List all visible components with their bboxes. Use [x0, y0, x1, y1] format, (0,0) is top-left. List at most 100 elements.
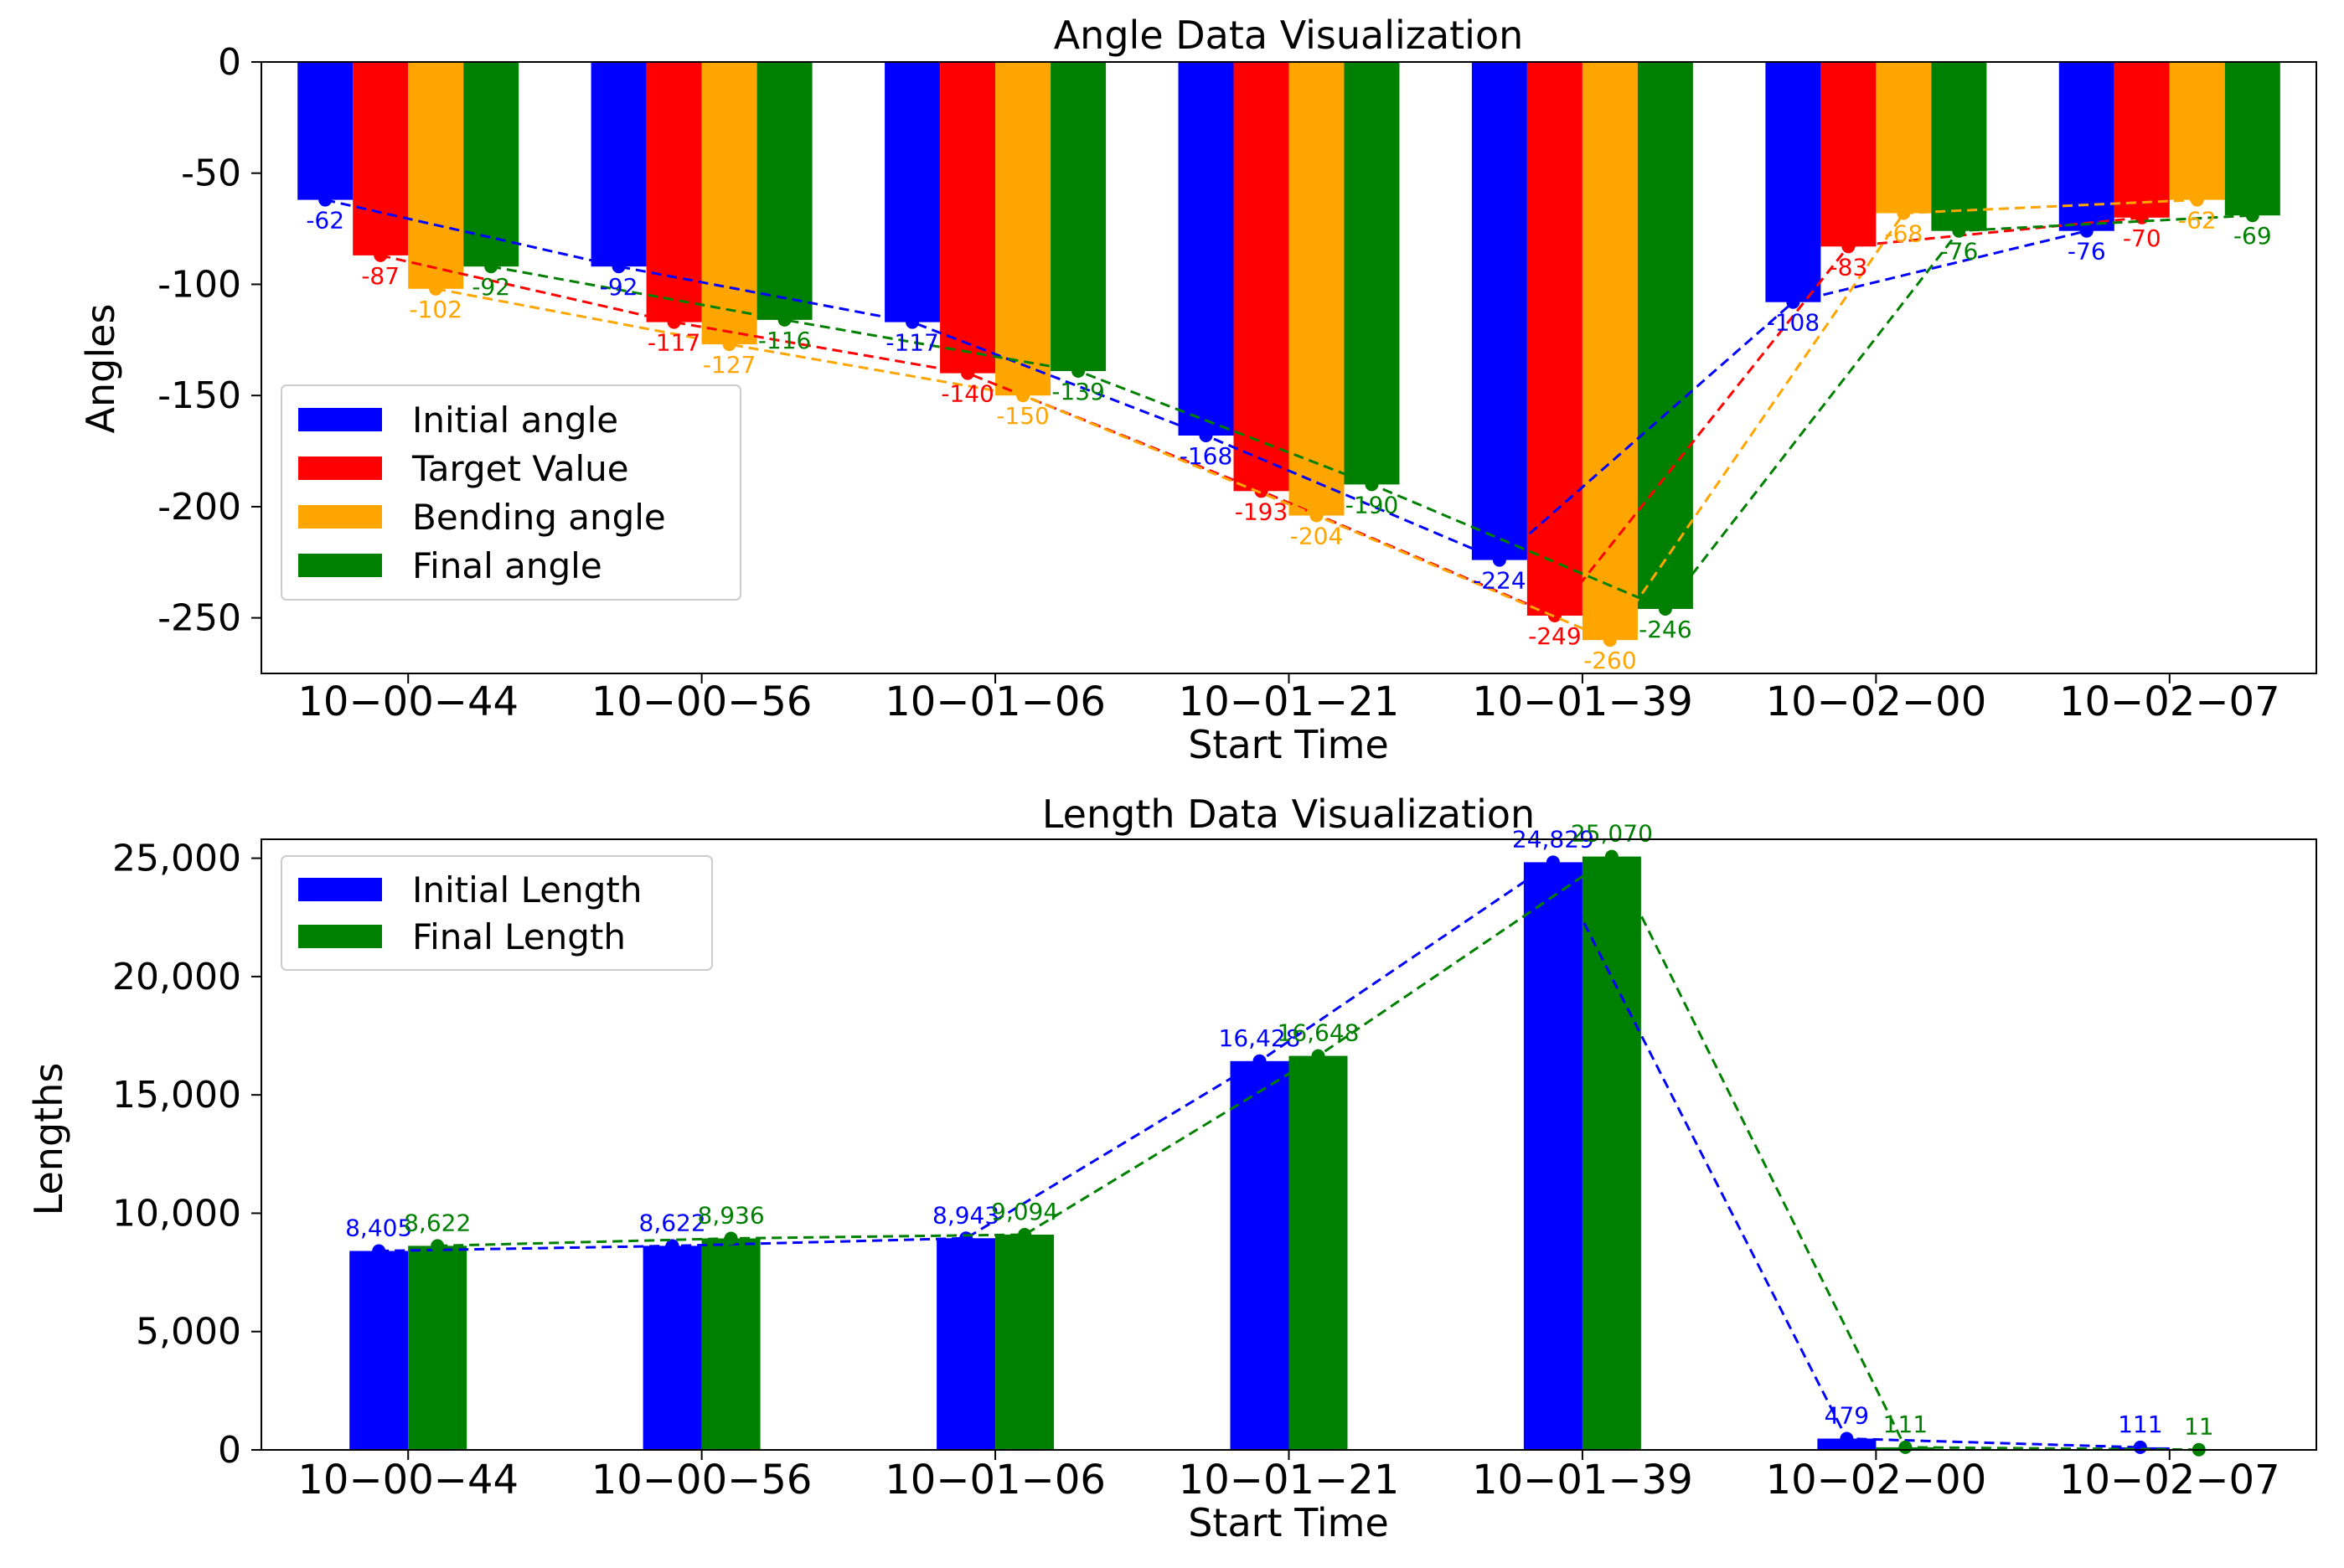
angle-marker-bending-angle-6	[2190, 193, 2204, 207]
length-bar-initial-length-1	[643, 1246, 702, 1450]
angle-marker-initial-angle-3	[1199, 429, 1213, 442]
angle-marker-final-angle-1	[777, 312, 792, 327]
length-data-label-final-length-6: 11	[2184, 1413, 2214, 1441]
angle-data-label-target-value-3: -193	[1235, 498, 1288, 525]
length-xtick-label-0: 10−00−44	[297, 1457, 519, 1504]
angle-bar-initial-angle-2	[885, 62, 941, 322]
angle-data-label-final-angle-4: -246	[1639, 616, 1692, 643]
angle-bar-target-value-3	[1233, 62, 1289, 492]
length-marker-final-length-3	[1311, 1049, 1325, 1063]
length-marker-initial-length-3	[1252, 1054, 1267, 1068]
angle-data-label-final-angle-2: -139	[1051, 378, 1105, 405]
angle-data-label-initial-angle-6: -76	[2068, 238, 2106, 266]
length-ytick-label-5: 25,000	[112, 838, 241, 880]
length-bar-final-length-4	[1582, 856, 1641, 1450]
angle-legend-label-1: Target Value	[411, 448, 629, 489]
angle-data-label-final-angle-5: -76	[1940, 238, 1979, 266]
length-ytick-label-3: 15,000	[112, 1074, 241, 1117]
angle-bar-bending-angle-5	[1876, 62, 1932, 214]
length-marker-final-length-4	[1604, 849, 1619, 864]
length-bar-final-length-0	[408, 1246, 467, 1450]
angle-legend-label-0: Initial angle	[412, 400, 618, 441]
angle-bar-final-angle-2	[1051, 62, 1107, 371]
angle-bar-target-value-1	[646, 62, 702, 322]
angle-marker-bending-angle-2	[1016, 389, 1030, 403]
angle-marker-bending-angle-5	[1897, 206, 1911, 220]
angle-marker-target-value-4	[1547, 609, 1562, 622]
angle-data-label-initial-angle-4: -224	[1473, 567, 1526, 595]
angle-legend-box	[281, 384, 741, 601]
angle-legend-swatch-1	[298, 456, 382, 480]
angle-xtick-label-0: 10−00−44	[297, 678, 519, 725]
angle-bar-final-angle-4	[1637, 62, 1693, 609]
angle-ytick-label-4: -200	[157, 486, 241, 529]
length-bar-initial-length-0	[349, 1251, 409, 1450]
angle-bar-initial-angle-0	[297, 62, 354, 200]
length-marker-initial-length-5	[1840, 1431, 1854, 1446]
angle-marker-final-angle-3	[1365, 477, 1379, 492]
angle-ytick-label-2: -100	[157, 264, 241, 307]
angle-chart-xlabel: Start Time	[1188, 722, 1389, 767]
angle-data-label-target-value-1: -117	[648, 329, 701, 357]
length-bar-initial-length-2	[937, 1238, 996, 1450]
angle-data-label-bending-angle-6: -62	[2178, 207, 2217, 235]
angle-marker-bending-angle-0	[429, 281, 443, 296]
length-ytick-label-1: 5,000	[136, 1311, 241, 1354]
angle-xtick-label-1: 10−00−56	[591, 678, 813, 725]
angle-marker-target-value-1	[667, 315, 681, 329]
angle-data-label-target-value-6: -70	[2123, 224, 2161, 252]
angle-legend-label-2: Bending angle	[412, 497, 666, 538]
length-data-label-initial-length-5: 479	[1825, 1402, 1869, 1430]
angle-data-label-bending-angle-2: -150	[996, 402, 1050, 430]
length-marker-initial-length-0	[372, 1244, 386, 1258]
length-ytick-label-2: 10,000	[112, 1192, 241, 1235]
length-marker-final-length-5	[1898, 1440, 1913, 1454]
length-xtick-label-6: 10−02−07	[2059, 1457, 2280, 1504]
length-bar-final-length-1	[701, 1238, 761, 1450]
length-legend-label-1: Final Length	[412, 916, 626, 957]
length-marker-final-length-0	[431, 1239, 445, 1253]
length-ytick-label-4: 20,000	[112, 956, 241, 998]
length-xtick-label-1: 10−00−56	[591, 1457, 813, 1504]
length-marker-initial-length-2	[959, 1231, 973, 1246]
angle-data-label-target-value-0: -87	[361, 262, 400, 290]
angle-bar-final-angle-3	[1344, 62, 1400, 485]
length-data-label-initial-length-1: 8,622	[639, 1209, 706, 1236]
angle-xtick-label-5: 10−02−00	[1766, 678, 1987, 725]
angle-data-label-target-value-5: -83	[1830, 253, 1868, 281]
angle-bar-initial-angle-3	[1178, 62, 1234, 436]
length-marker-initial-length-1	[665, 1239, 679, 1253]
length-bar-initial-length-4	[1523, 862, 1582, 1450]
angle-marker-final-angle-5	[1952, 224, 1966, 238]
length-chart-ylabel: Lengths	[26, 1063, 71, 1216]
angle-marker-bending-angle-1	[722, 338, 736, 352]
angle-ytick-label-5: -250	[157, 597, 241, 640]
angle-marker-initial-angle-1	[612, 260, 626, 274]
angle-bar-bending-angle-6	[2169, 62, 2225, 200]
angle-marker-initial-angle-2	[906, 315, 920, 329]
angle-data-label-bending-angle-1: -127	[703, 351, 756, 379]
angle-bar-final-angle-6	[2224, 62, 2280, 216]
angle-data-label-final-angle-6: -69	[2233, 222, 2272, 250]
angle-chart: -62-92-117-168-224-108-76-87-117-140-193…	[157, 41, 2317, 725]
angle-bar-final-angle-5	[1931, 62, 1987, 231]
length-marker-initial-length-6	[2133, 1440, 2147, 1454]
angle-marker-target-value-0	[374, 248, 388, 262]
angle-data-label-bending-angle-3: -204	[1290, 523, 1344, 550]
angle-data-label-final-angle-0: -92	[472, 273, 510, 301]
angle-marker-target-value-3	[1254, 484, 1268, 498]
length-xtick-label-5: 10−02−00	[1766, 1457, 1987, 1504]
angle-marker-bending-angle-3	[1309, 508, 1324, 523]
length-legend-swatch-0	[298, 878, 382, 901]
angle-data-label-target-value-2: -140	[941, 380, 994, 408]
angle-xtick-label-4: 10−01−39	[1472, 678, 1693, 725]
angle-data-label-initial-angle-3: -168	[1180, 442, 1233, 470]
angle-marker-initial-angle-0	[318, 193, 333, 207]
angle-chart-title: Angle Data Visualization	[1054, 13, 1524, 58]
angle-data-label-target-value-4: -249	[1528, 622, 1582, 650]
angle-data-label-bending-angle-5: -68	[1885, 220, 1923, 248]
angle-marker-target-value-2	[961, 366, 975, 380]
angle-bar-bending-angle-3	[1288, 62, 1345, 516]
angle-bar-target-value-4	[1526, 62, 1582, 616]
